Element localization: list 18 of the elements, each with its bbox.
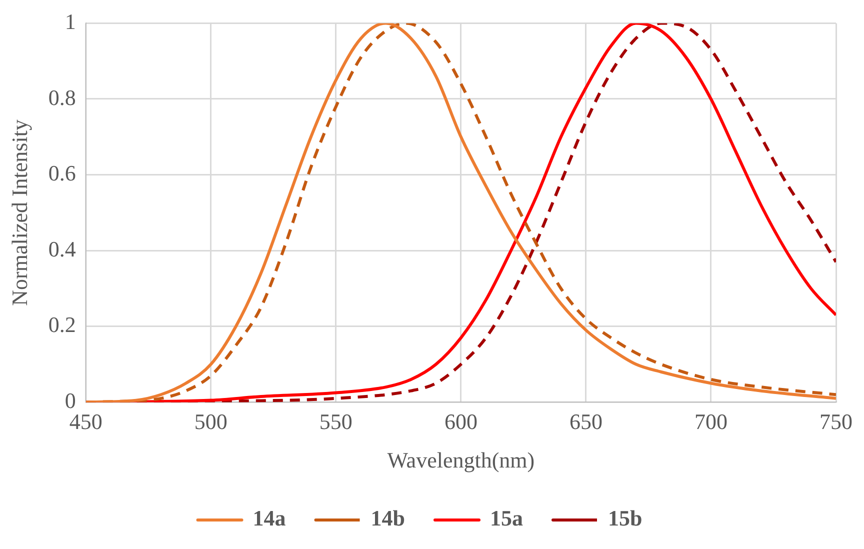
y-axis-title: Normalized Intensity (6, 120, 32, 306)
legend-label: 14b (370, 506, 406, 531)
x-tick-label: 750 (820, 409, 852, 434)
legend-label: 15a (490, 506, 523, 531)
x-tick-label: 650 (569, 409, 602, 434)
legend-label: 14a (252, 506, 286, 531)
x-tick-label: 500 (194, 409, 228, 434)
y-tick-label: 0.4 (48, 236, 76, 262)
y-tick-label: 1 (64, 8, 76, 34)
line-series (86, 23, 836, 402)
x-tick-label: 700 (694, 409, 728, 434)
y-tick-label: 0.6 (48, 160, 76, 186)
y-tick-label: 0.2 (48, 312, 76, 338)
x-tick-label: 600 (444, 409, 478, 434)
x-axis-title: Wavelength(nm) (387, 448, 535, 473)
x-tick-label: 550 (319, 409, 352, 434)
y-tick-label: 0.8 (48, 84, 76, 110)
legend-label: 15b (608, 506, 642, 531)
